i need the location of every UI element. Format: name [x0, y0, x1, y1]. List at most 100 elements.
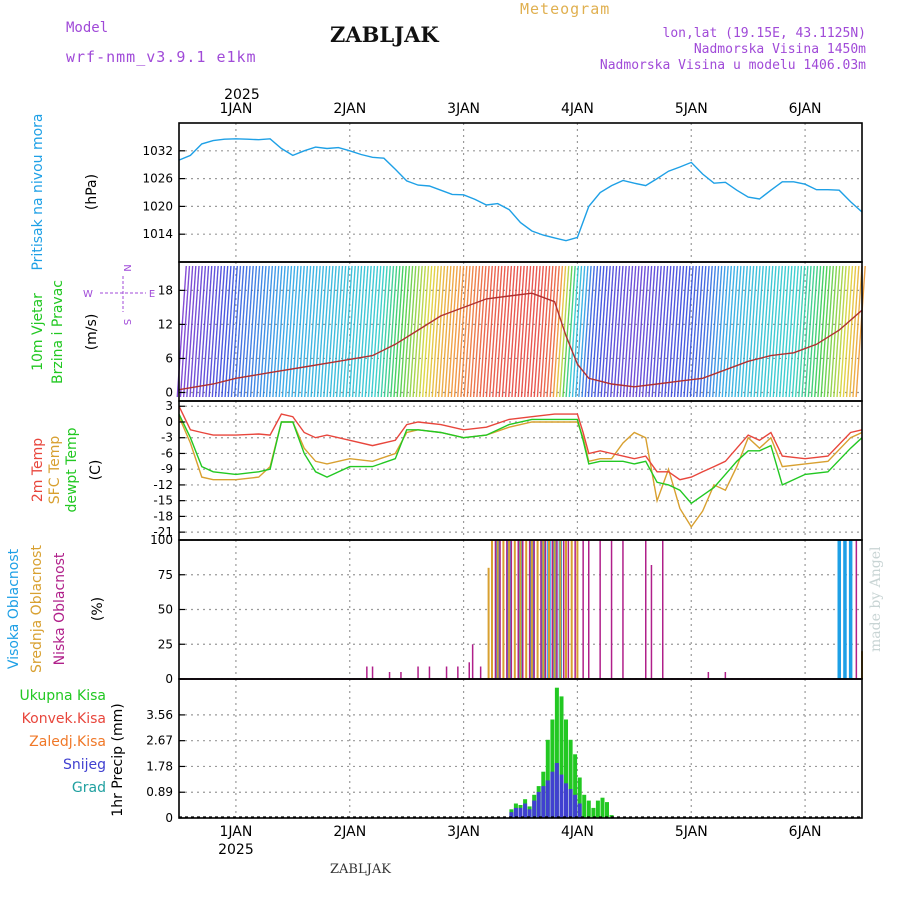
wind-barb — [320, 265, 331, 398]
wind-barb — [383, 265, 395, 398]
wind-barb — [654, 265, 666, 398]
wind-barb — [371, 265, 382, 398]
precip-bar-ukupna-kisa — [554, 687, 559, 818]
wind-barb — [845, 265, 857, 398]
wind-barb — [218, 265, 229, 398]
precip-unit: 1hr Precip (mm) — [110, 703, 126, 816]
precip-bar-snijeg — [545, 780, 550, 818]
wind-ylabel: 10m Vjetar — [30, 293, 46, 371]
wind-barb — [855, 265, 866, 398]
cloud-bar-srednja-oblacnost — [491, 540, 493, 679]
wind-barb — [501, 265, 513, 398]
cloud-bar-niska-oblacnost — [371, 666, 374, 679]
wind-barb — [377, 265, 388, 398]
cloud-bar-srednja-oblacnost — [553, 540, 556, 679]
cloud-bar-srednja-oblacnost — [525, 540, 528, 679]
wind-barb — [696, 265, 707, 398]
wind-barb — [495, 265, 506, 398]
cloud-bar-niska-oblacnost — [428, 666, 431, 679]
temperature-ytick-label: -12 — [153, 478, 173, 492]
cloud-bar-niska-oblacnost — [588, 540, 590, 679]
x-top-tick-label: 6JAN — [789, 101, 822, 117]
wind-barb — [415, 265, 427, 398]
wind-ytick-label: 6 — [165, 351, 173, 365]
wind-barb — [820, 265, 831, 398]
wind-barb — [817, 265, 828, 398]
wind-barb — [705, 265, 717, 398]
wind-barb — [488, 265, 500, 398]
wind-barb — [743, 265, 755, 398]
precip-bar-snijeg — [523, 803, 528, 818]
wind-barb — [284, 265, 296, 398]
wind-speed-line — [178, 292, 863, 391]
wind-barb — [807, 265, 819, 398]
wind-barb — [431, 265, 442, 398]
precipitation-ytick-label: 3.56 — [146, 708, 173, 722]
precip-bar-snijeg — [509, 812, 514, 818]
cloud-ylabel: Srednja Oblacnost — [29, 545, 45, 673]
wind-barb — [645, 265, 656, 398]
wind-barb — [641, 265, 653, 398]
cloud-bar-niska-oblacnost — [563, 540, 565, 679]
cloud-bar-niska-oblacnost — [494, 540, 497, 679]
wind-barb — [345, 265, 356, 398]
wind-barb — [734, 265, 745, 398]
wind-barb — [291, 265, 302, 398]
x-bottom-tick-label: 1JAN — [219, 824, 252, 840]
wind-barb — [195, 265, 207, 398]
wind-barb — [648, 265, 659, 398]
wind-barb — [565, 265, 576, 398]
wind-barb — [508, 265, 519, 398]
wind-barb — [374, 265, 385, 398]
x-bottom-tick-label: 6JAN — [789, 824, 822, 840]
precip-bar-ukupna-kisa — [577, 777, 582, 818]
wind-barb — [227, 265, 238, 398]
compass-south: S — [121, 319, 132, 325]
wind-barb — [498, 265, 509, 398]
wind-barb — [597, 265, 608, 398]
precip-legend-label: Konvek.Kisa — [22, 711, 106, 727]
wind-barb — [275, 265, 286, 398]
wind-barb — [329, 265, 340, 398]
cloud-bar-niska-oblacnost — [366, 666, 368, 679]
wind-barb — [590, 265, 602, 398]
wind-barb — [539, 265, 551, 398]
wind-barb — [453, 265, 465, 398]
x-top-tick-label: 4JAN — [561, 101, 594, 117]
wind-barb — [823, 265, 835, 398]
clouds-ytick-label: 0 — [165, 672, 173, 686]
wind-barb — [189, 265, 200, 398]
wind-barb — [224, 265, 235, 398]
wind-barb — [667, 265, 678, 398]
wind-barb — [313, 265, 325, 398]
precip-bar-snijeg — [513, 807, 518, 818]
cloud-bar-niska-oblacnost — [645, 540, 647, 679]
wind-barb — [670, 265, 682, 398]
wind-barb — [594, 265, 605, 398]
precip-bar-ukupna-kisa — [605, 802, 609, 818]
wind-barb — [485, 265, 497, 398]
temp-unit: (C) — [88, 460, 104, 481]
bar-layer — [176, 265, 866, 819]
wind-barb — [581, 265, 592, 398]
wind-barb — [361, 265, 372, 398]
pressure-ytick-label: 1032 — [142, 144, 173, 158]
cloud-bar-niska-oblacnost — [574, 540, 576, 679]
wind-barb — [198, 265, 210, 398]
wind-barb — [622, 265, 634, 398]
precip-bar-ukupna-kisa — [595, 800, 600, 818]
wind-barb — [603, 265, 615, 398]
cloud-bar-niska-oblacnost — [400, 672, 402, 679]
wind-barb — [479, 265, 490, 398]
wind-barb — [852, 265, 863, 398]
cloud-bar-niska-oblacnost — [417, 666, 419, 679]
precip-bar-ukupna-kisa — [591, 807, 596, 818]
wind-barb — [721, 265, 733, 398]
wind-barb — [339, 265, 350, 398]
x-top-tick-label: 2JAN — [333, 101, 366, 117]
wind-barb — [759, 265, 771, 398]
wind-barb — [441, 265, 452, 398]
wind-barb — [428, 265, 439, 398]
compass-east: E — [149, 289, 155, 300]
cloud-bar-srednja-oblacnost — [570, 540, 573, 679]
